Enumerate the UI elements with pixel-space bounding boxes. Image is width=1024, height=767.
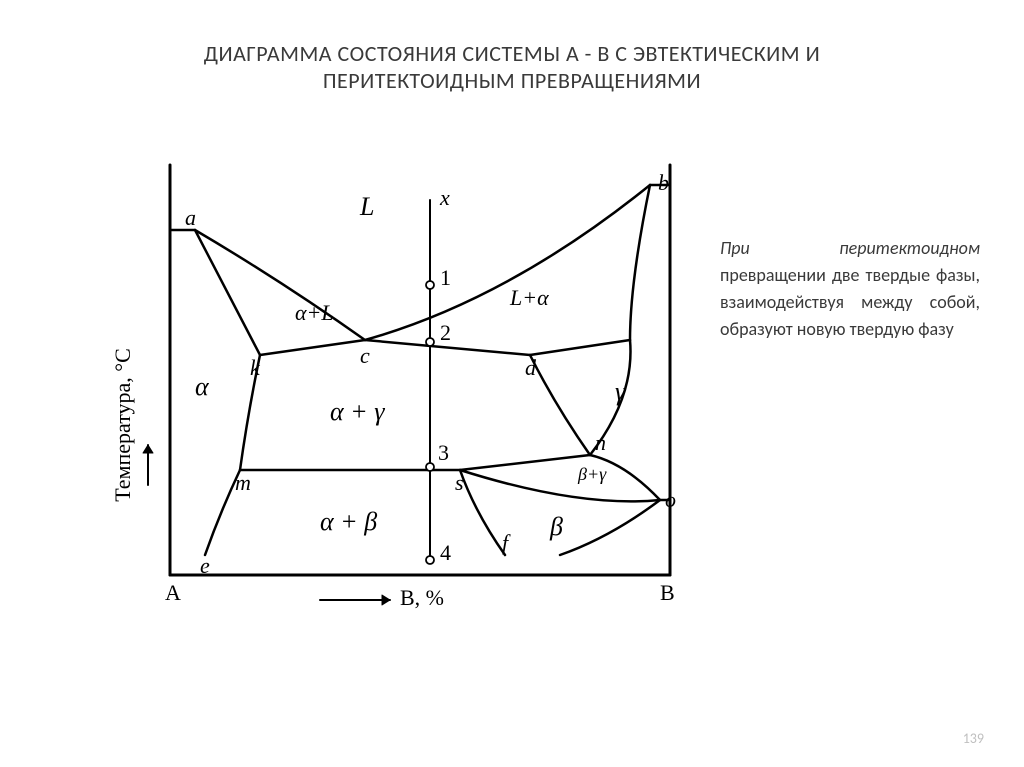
page-title: ДИАГРАММА СОСТОЯНИЯ СИСТЕМЫ А - В С ЭВТЕ… <box>0 40 1024 94</box>
svg-text:n: n <box>595 430 606 455</box>
svg-text:4: 4 <box>440 540 451 565</box>
svg-text:α: α <box>195 372 210 401</box>
svg-text:A: A <box>165 580 181 605</box>
svg-text:o: o <box>665 487 676 512</box>
svg-text:s: s <box>455 470 464 495</box>
svg-text:x: x <box>439 185 450 210</box>
page-number: 139 <box>963 730 984 747</box>
svg-text:a: a <box>185 205 196 230</box>
svg-text:f: f <box>502 530 511 555</box>
side-explanation: При перитектоидном превращении две тверд… <box>720 235 980 343</box>
title-line-1: ДИАГРАММА СОСТОЯНИЯ СИСТЕМЫ А - В С ЭВТЕ… <box>0 40 1024 67</box>
svg-text:β+γ: β+γ <box>577 464 607 484</box>
svg-text:B: B <box>660 580 675 605</box>
svg-text:1: 1 <box>440 265 451 290</box>
svg-text:L: L <box>359 192 374 221</box>
svg-text:k: k <box>250 355 261 380</box>
title-line-2: ПЕРИТЕКТОИДНЫМ ПРЕВРАЩЕНИЯМИ <box>0 67 1024 94</box>
svg-text:β: β <box>549 512 563 541</box>
side-lead: При перитектоидном <box>720 237 980 259</box>
svg-text:B, %: B, % <box>400 585 444 610</box>
svg-text:3: 3 <box>438 440 449 465</box>
svg-text:α + γ: α + γ <box>330 397 385 426</box>
svg-text:2: 2 <box>440 320 451 345</box>
svg-text:c: c <box>360 343 370 368</box>
svg-text:α+L: α+L <box>295 300 334 325</box>
phase-diagram: Температура, °С Lx a b 1 2 3 4 α+L L+α α γ α + γ α + … <box>90 145 690 630</box>
side-rest: превращении две твердые фазы, взаимодейс… <box>720 264 980 340</box>
svg-text:α + β: α + β <box>320 507 377 536</box>
svg-text:e: e <box>200 553 210 578</box>
svg-text:L+α: L+α <box>509 285 549 310</box>
svg-text:m: m <box>235 470 251 495</box>
svg-text:γ: γ <box>615 377 626 406</box>
svg-text:b: b <box>658 170 669 195</box>
svg-text:d: d <box>525 355 537 380</box>
svg-text:Температура, °С: Температура, °С <box>110 348 135 502</box>
